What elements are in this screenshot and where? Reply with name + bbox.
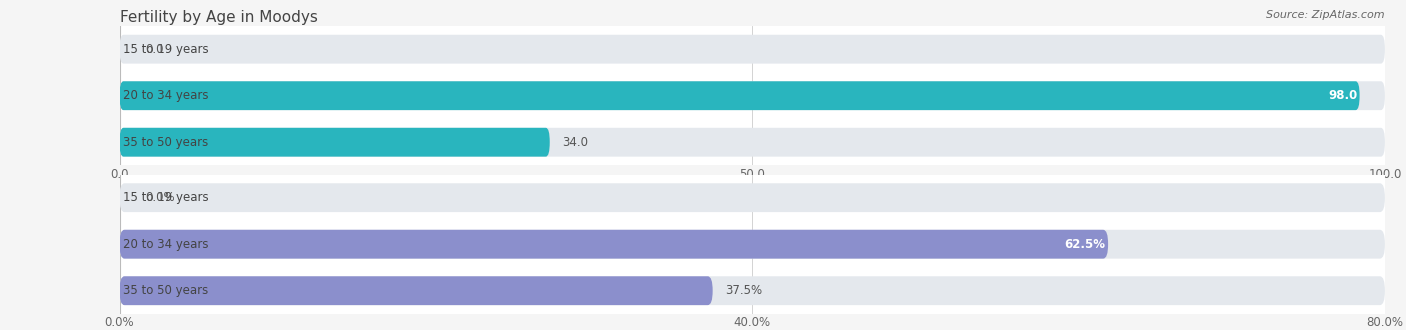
Text: 98.0: 98.0 [1329, 89, 1358, 102]
FancyBboxPatch shape [120, 276, 713, 305]
Text: 20 to 34 years: 20 to 34 years [124, 238, 209, 251]
Text: 34.0: 34.0 [562, 136, 588, 149]
FancyBboxPatch shape [120, 128, 1385, 157]
Text: 0.0%: 0.0% [145, 191, 174, 204]
FancyBboxPatch shape [120, 81, 1360, 110]
FancyBboxPatch shape [120, 276, 1385, 305]
Text: 15 to 19 years: 15 to 19 years [124, 191, 209, 204]
Text: 37.5%: 37.5% [725, 284, 762, 297]
Text: Source: ZipAtlas.com: Source: ZipAtlas.com [1267, 10, 1385, 20]
Text: 20 to 34 years: 20 to 34 years [122, 89, 208, 102]
Text: 62.5%: 62.5% [1064, 238, 1105, 251]
FancyBboxPatch shape [120, 230, 1385, 259]
FancyBboxPatch shape [120, 35, 1385, 64]
FancyBboxPatch shape [120, 81, 1385, 110]
Text: Fertility by Age in Moodys: Fertility by Age in Moodys [120, 10, 318, 25]
FancyBboxPatch shape [120, 183, 1385, 212]
Text: 35 to 50 years: 35 to 50 years [124, 284, 208, 297]
Text: 0.0: 0.0 [145, 43, 163, 56]
Text: 35 to 50 years: 35 to 50 years [122, 136, 208, 149]
FancyBboxPatch shape [120, 128, 550, 157]
Text: 15 to 19 years: 15 to 19 years [122, 43, 208, 56]
FancyBboxPatch shape [120, 230, 1108, 259]
